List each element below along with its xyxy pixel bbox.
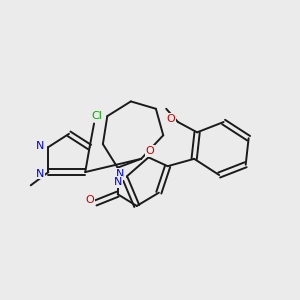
Text: N: N — [113, 177, 122, 188]
Text: N: N — [36, 169, 44, 178]
Text: O: O — [146, 146, 154, 156]
Text: N: N — [116, 169, 125, 179]
Text: O: O — [86, 195, 94, 205]
Text: N: N — [36, 141, 44, 151]
Text: Cl: Cl — [92, 111, 102, 121]
Text: O: O — [166, 114, 175, 124]
